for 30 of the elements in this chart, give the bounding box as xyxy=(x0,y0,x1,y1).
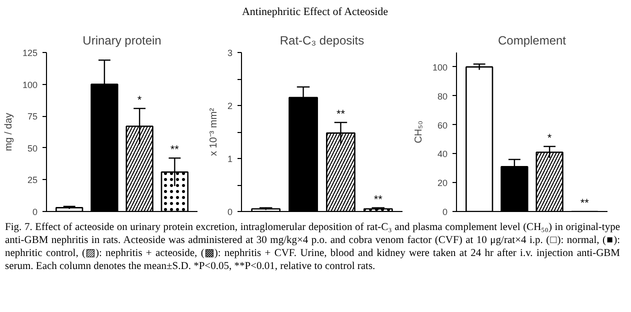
y-tick-label: 20 xyxy=(437,178,448,188)
data-label: * xyxy=(137,94,142,106)
chart-title: Complement xyxy=(498,33,567,48)
data-label: ** xyxy=(336,108,346,120)
caption: Fig. 7. Effect of acteoside on urinary protein excretion, intraglomerular deposition of rat-C₃ and plasma complement level (CH₅₀) in original-type anti-GBM nephritis in rats. Acteoside was administered at 30 mg/kg×4 p.o. and cobra venom factor (CVF) at 10 μg/rat×4 i.p. (□): normal, (■): nephritic control, (▨): nephritis + acteoside, (▩): nephritis + CVF. Urine, blood and kidney were taken at 24 hr after i.v. injection anti-GBM serum. Each column denotes the mean±S.D. *P<0.05, **P<0.01, relative to control rats. xyxy=(5,220,620,274)
y-tick-label: 0 xyxy=(32,206,38,217)
y-axis-title: CH₅₀ xyxy=(413,120,424,144)
y-tick-label: 75 xyxy=(27,111,38,122)
data-label: ** xyxy=(374,193,384,206)
y-tick-label: 100 xyxy=(22,80,38,90)
y-tick-label: 0 xyxy=(442,206,448,217)
data-label: ** xyxy=(170,144,180,156)
chart-title: Rat-C₃ deposits xyxy=(280,33,364,48)
data-label: * xyxy=(547,132,552,144)
y-tick-label: 25 xyxy=(27,174,38,185)
y-tick-label: 100 xyxy=(432,62,448,72)
chart-title: Urinary protein xyxy=(82,33,162,48)
y-tick-label: 50 xyxy=(27,143,38,154)
y-axis-title: x 10⁻³ mm² xyxy=(208,107,220,156)
y-tick-label: 1 xyxy=(227,154,233,164)
data-label: ** xyxy=(580,197,590,210)
y-tick-label: 80 xyxy=(437,91,448,102)
y-tick-label: 3 xyxy=(227,48,233,58)
y-tick-label: 0 xyxy=(227,206,233,217)
y-tick-label: 40 xyxy=(437,148,448,159)
y-tick-label: 60 xyxy=(437,120,448,130)
y-tick-label: 125 xyxy=(22,48,38,58)
y-axis-title: mg / day xyxy=(3,112,14,151)
text: Antinephritic Effect of Acteoside xyxy=(242,5,388,20)
y-tick-label: 2 xyxy=(227,100,233,111)
